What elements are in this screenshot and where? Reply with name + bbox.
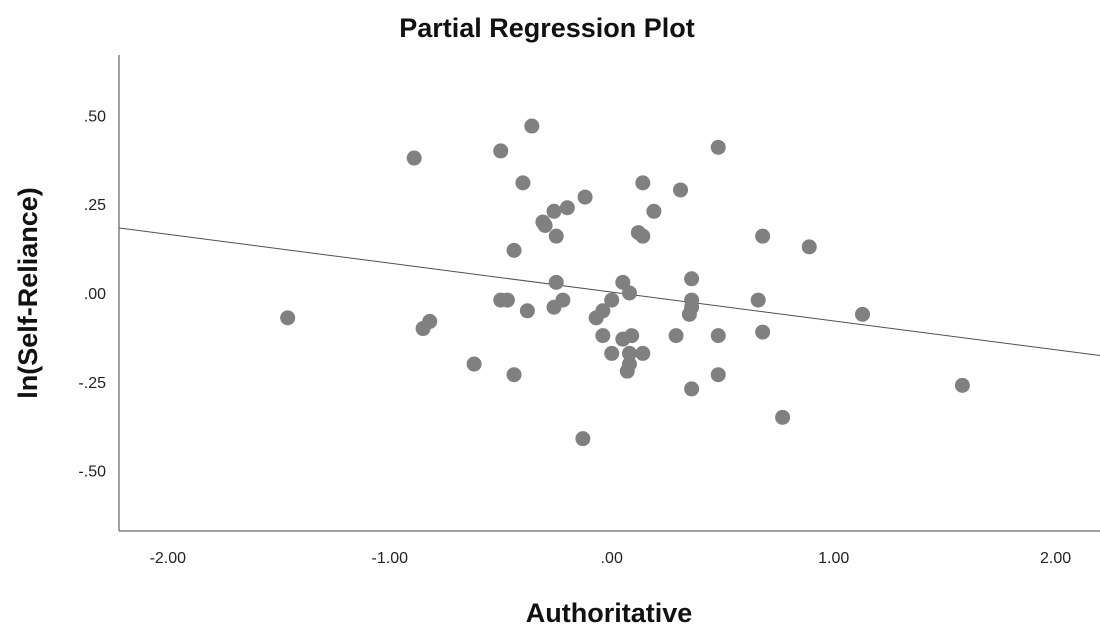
scatter-point [668, 328, 684, 344]
scatter-point [684, 381, 700, 397]
scatter-point [559, 200, 575, 216]
scatter-point [855, 306, 871, 322]
x-axis-label: Authoritative [526, 598, 693, 628]
scatter-point [519, 303, 535, 319]
scatter-point [595, 328, 611, 344]
scatter-point [755, 324, 771, 340]
scatter-point [588, 310, 604, 326]
y-tick-labels: .50 .25 .00 -.25 -.50 [78, 108, 106, 480]
scatter-point [635, 228, 651, 244]
x-tick-label: -1.00 [372, 550, 409, 567]
chart-title: Partial Regression Plot [399, 13, 695, 43]
scatter-point [635, 345, 651, 361]
scatter-point [515, 175, 531, 191]
x-tick-label: .00 [601, 550, 623, 567]
scatter-point [681, 306, 697, 322]
y-tick-label: -.25 [78, 375, 106, 392]
scatter-point [548, 274, 564, 290]
scatter-point [710, 139, 726, 155]
scatter-point [801, 239, 817, 255]
scatter-point [506, 242, 522, 258]
scatter-point [524, 118, 540, 134]
y-tick-label: .25 [84, 197, 106, 214]
scatter-point [604, 292, 620, 308]
scatter-point [621, 345, 637, 361]
scatter-point [604, 345, 620, 361]
x-tick-labels: -2.00 -1.00 .00 1.00 2.00 [150, 550, 1072, 567]
scatter-point [619, 363, 635, 379]
x-tick-label: -2.00 [150, 550, 187, 567]
scatter-point [415, 321, 431, 337]
scatter-point [546, 203, 562, 219]
scatter-point [775, 409, 791, 425]
scatter-point [684, 271, 700, 287]
scatter-point [406, 150, 422, 166]
scatter-point [499, 292, 515, 308]
scatter-point [755, 228, 771, 244]
scatter-point [635, 175, 651, 191]
scatter-point [624, 328, 640, 344]
scatter-point [954, 377, 970, 393]
scatter-point [673, 182, 689, 198]
scatter-point [750, 292, 766, 308]
regression-fit-line [118, 227, 1100, 357]
scatter-point [537, 218, 553, 234]
scatter-point [493, 143, 509, 159]
scatter-point [621, 285, 637, 301]
scatter-point [280, 310, 296, 326]
y-tick-label: -.50 [78, 464, 106, 481]
scatter-point [646, 203, 662, 219]
scatter-point [548, 228, 564, 244]
scatter-point [575, 431, 591, 447]
scatter-point [710, 367, 726, 383]
y-tick-label: .50 [84, 108, 106, 125]
x-tick-label: 1.00 [818, 550, 849, 567]
data-points [280, 118, 970, 447]
scatter-point [506, 367, 522, 383]
y-tick-label: .00 [84, 286, 106, 303]
y-axis-label: ln(Self-Reliance) [13, 187, 43, 399]
x-tick-label: 2.00 [1040, 550, 1071, 567]
scatter-point [466, 356, 482, 372]
scatter-point [546, 299, 562, 315]
scatter-point [710, 328, 726, 344]
scatter-point [577, 189, 593, 205]
